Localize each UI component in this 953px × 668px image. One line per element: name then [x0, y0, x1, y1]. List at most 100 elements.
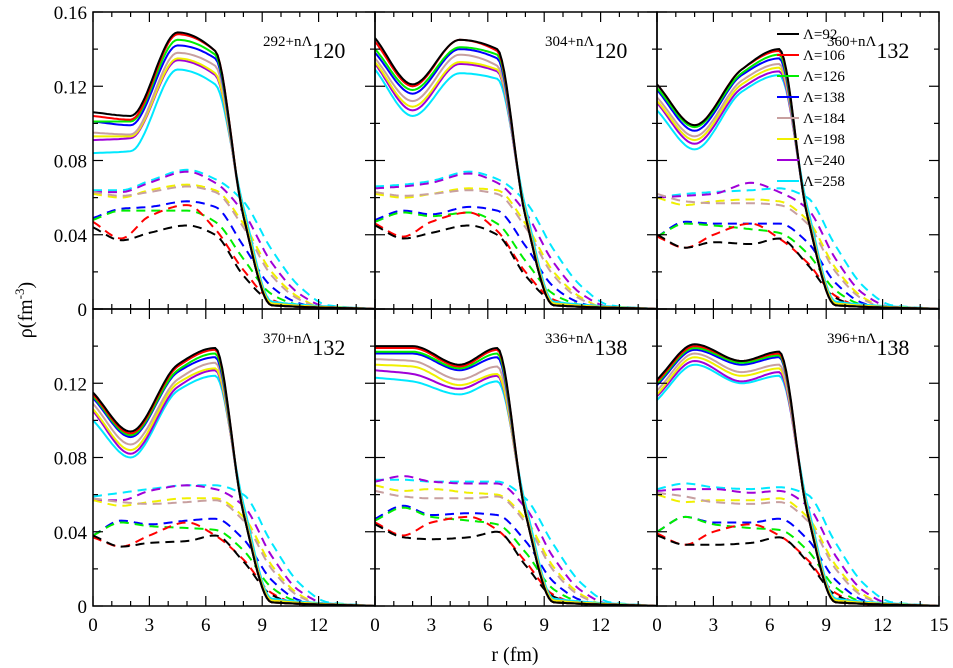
y-tick-label: 0 [78, 597, 88, 618]
x-tick-label: 6 [201, 615, 211, 636]
solid-line-Λ=198 [657, 356, 939, 606]
panel-2 [375, 37, 657, 309]
solid-line-Λ=126 [93, 352, 375, 606]
dashed-line-Λ=126 [93, 209, 375, 309]
solid-line-Λ=106 [93, 33, 375, 309]
dashed-line-Λ=106 [375, 515, 657, 606]
x-tick-label: 12 [591, 615, 610, 636]
dashed-line-Λ=92 [657, 534, 939, 606]
x-tick-label: 9 [257, 615, 267, 636]
nucleus-label: 304+nΛ120 [545, 34, 627, 63]
panels-layer [93, 31, 939, 606]
solid-line-Λ=138 [93, 356, 375, 606]
y-tick-label: 0 [78, 300, 88, 321]
solid-line-Λ=198 [657, 66, 939, 309]
legend-label: Λ=198 [803, 132, 845, 148]
x-tick-label: 9 [821, 615, 831, 636]
solid-line-Λ=92 [375, 37, 657, 309]
solid-line-Λ=240 [93, 369, 375, 606]
legend-label: Λ=258 [803, 174, 845, 190]
x-tick-label: 15 [930, 615, 949, 636]
solid-line-Λ=258 [375, 376, 657, 606]
dashed-line-Λ=92 [93, 224, 375, 309]
solid-line-Λ=184 [93, 51, 375, 309]
legend-label: Λ=184 [803, 111, 845, 127]
x-tick-label: 9 [539, 615, 549, 636]
solid-line-Λ=258 [657, 363, 939, 606]
y-tick-label: 0.08 [54, 449, 87, 470]
solid-line-Λ=92 [375, 345, 657, 606]
legend-label: Λ=92 [803, 27, 837, 43]
solid-line-Λ=240 [375, 369, 657, 606]
y-tick-label: 0.04 [54, 226, 88, 247]
nucleus-label: 360+nΛ132 [827, 34, 909, 63]
solid-line-Λ=126 [657, 346, 939, 606]
nucleus-label: 370+nΛ132 [263, 331, 345, 360]
dashed-line-Λ=184 [93, 185, 375, 309]
dashed-line-Λ=184 [375, 489, 657, 606]
dashed-line-Λ=126 [93, 521, 375, 606]
solid-line-Λ=240 [93, 59, 375, 309]
dashed-line-Λ=198 [93, 497, 375, 606]
labels-layer: 292+nΛ120 304+nΛ120 360+nΛ132 370+nΛ132 336+… [54, 3, 949, 636]
dashed-line-Λ=138 [375, 205, 657, 309]
solid-line-Λ=138 [93, 44, 375, 309]
y-tick-label: 0.12 [54, 374, 87, 395]
dashed-line-Λ=106 [93, 204, 375, 309]
dashed-line-Λ=240 [657, 488, 939, 606]
solid-line-Λ=184 [93, 361, 375, 606]
solid-line-Λ=240 [657, 70, 939, 309]
dashed-line-Λ=138 [657, 515, 939, 606]
panel-5 [375, 345, 657, 606]
solid-line-Λ=126 [375, 350, 657, 606]
dashed-line-Λ=138 [93, 517, 375, 606]
solid-line-Λ=92 [657, 343, 939, 606]
dashed-line-Λ=138 [93, 200, 375, 309]
dashed-line-Λ=126 [375, 211, 657, 309]
dashed-line-Λ=92 [93, 534, 375, 606]
nucleus-label: 396+nΛ138 [827, 331, 909, 360]
solid-line-Λ=198 [93, 367, 375, 606]
dashed-line-Λ=184 [375, 189, 657, 309]
solid-line-Λ=92 [93, 346, 375, 606]
x-axis-title: r (fm) [491, 644, 538, 666]
y-axis-title: ρ(fm-3) [12, 282, 37, 338]
dashed-line-Λ=138 [657, 220, 939, 309]
solid-line-Λ=126 [93, 38, 375, 309]
solid-line-Λ=126 [375, 46, 657, 309]
x-tick-label: 12 [873, 615, 892, 636]
solid-line-Λ=92 [657, 48, 939, 309]
x-tick-label: 0 [652, 615, 662, 636]
x-tick-label: 0 [370, 615, 380, 636]
dashed-line-Λ=258 [93, 484, 375, 606]
solid-line-Λ=106 [375, 347, 657, 606]
dashed-line-Λ=258 [375, 170, 657, 309]
legend-label: Λ=240 [803, 153, 845, 169]
legend-label: Λ=106 [803, 48, 845, 64]
dashed-line-Λ=106 [93, 521, 375, 606]
solid-line-Λ=138 [375, 352, 657, 606]
solid-line-Λ=138 [657, 57, 939, 309]
frame-layer [92, 11, 940, 607]
dashed-line-Λ=126 [657, 222, 939, 309]
dashed-line-Λ=126 [657, 515, 939, 606]
dashed-line-Λ=198 [375, 484, 657, 606]
solid-line-Λ=138 [657, 348, 939, 606]
dashed-line-Λ=92 [375, 224, 657, 309]
dashed-line-Λ=258 [657, 187, 939, 309]
y-tick-label: 0.16 [54, 3, 87, 24]
dashed-line-Λ=258 [93, 168, 375, 309]
solid-line-Λ=106 [375, 38, 657, 309]
dashed-line-Λ=258 [375, 478, 657, 606]
panel-1 [93, 31, 375, 309]
solid-line-Λ=106 [93, 348, 375, 606]
dashed-line-Λ=138 [375, 504, 657, 606]
dashed-line-Λ=240 [375, 475, 657, 606]
legend-label: Λ=126 [803, 69, 845, 85]
solid-line-Λ=92 [93, 31, 375, 309]
solid-line-Λ=198 [93, 57, 375, 309]
solid-line-Λ=240 [657, 359, 939, 606]
nucleus-label: 336+nΛ138 [545, 331, 627, 360]
y-tick-label: 0.08 [54, 152, 87, 173]
